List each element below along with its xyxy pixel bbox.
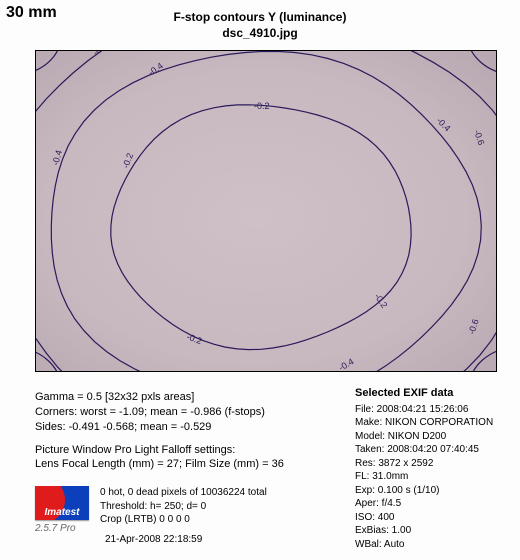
exif-wbal: WBal: Auto: [355, 538, 515, 552]
exif-block: Selected EXIF data File: 2008:04:21 15:2…: [355, 386, 515, 551]
svg-text:-0.2: -0.2: [254, 101, 270, 111]
logo-zone: Imatest 2.5.7 Pro: [35, 486, 89, 534]
exif-header: Selected EXIF data: [355, 386, 515, 401]
exif-model: Model: NIKON D200: [355, 430, 515, 444]
contour-chart: -0.2-0.2-0.2-0.2-0.4-0.4-0.4-0.4-0.6-0.6…: [35, 50, 497, 372]
pixel-line1: 0 hot, 0 dead pixels of 10036224 total: [100, 486, 267, 500]
exif-res: Res: 3872 x 2592: [355, 457, 515, 471]
sides-line: Sides: -0.491 -0.568; mean = -0.529: [35, 420, 335, 435]
analysis-block: Gamma = 0.5 [32x32 pxls areas] Corners: …: [35, 390, 335, 472]
exif-exbias: ExBias: 1.00: [355, 524, 515, 538]
exif-file: File: 2008:04:21 15:26:06: [355, 403, 515, 417]
pixel-info: 0 hot, 0 dead pixels of 10036224 total T…: [100, 486, 267, 527]
exif-exp: Exp: 0.100 s (1/10): [355, 484, 515, 498]
pixel-line2: Threshold: h= 250; d= 0: [100, 500, 267, 514]
pixel-line3: Crop (LRTB) 0 0 0 0: [100, 513, 267, 527]
exif-aper: Aper: f/4.5: [355, 497, 515, 511]
pw-line2: Lens Focal Length (mm) = 27; Film Size (…: [35, 457, 335, 472]
title-line2: dsc_4910.jpg: [0, 26, 520, 42]
title-line1: F-stop contours Y (luminance): [0, 10, 520, 26]
exif-iso: ISO: 400: [355, 511, 515, 525]
timestamp: 21-Apr-2008 22:18:59: [105, 534, 202, 545]
contour-svg: -0.2-0.2-0.2-0.2-0.4-0.4-0.4-0.4-0.6-0.6…: [36, 51, 496, 371]
exif-make: Make: NIKON CORPORATION: [355, 416, 515, 430]
pw-line1: Picture Window Pro Light Falloff setting…: [35, 443, 335, 458]
chart-title: F-stop contours Y (luminance) dsc_4910.j…: [0, 10, 520, 41]
exif-fl: FL: 31.0mm: [355, 470, 515, 484]
gamma-line: Gamma = 0.5 [32x32 pxls areas]: [35, 390, 335, 405]
exif-taken: Taken: 2008:04:20 07:40:45: [355, 443, 515, 457]
imatest-logo: Imatest: [35, 486, 89, 520]
version-label: 2.5.7 Pro: [35, 523, 89, 534]
corners-line: Corners: worst = -1.09; mean = -0.986 (f…: [35, 405, 335, 420]
logo-text: Imatest: [35, 507, 89, 518]
